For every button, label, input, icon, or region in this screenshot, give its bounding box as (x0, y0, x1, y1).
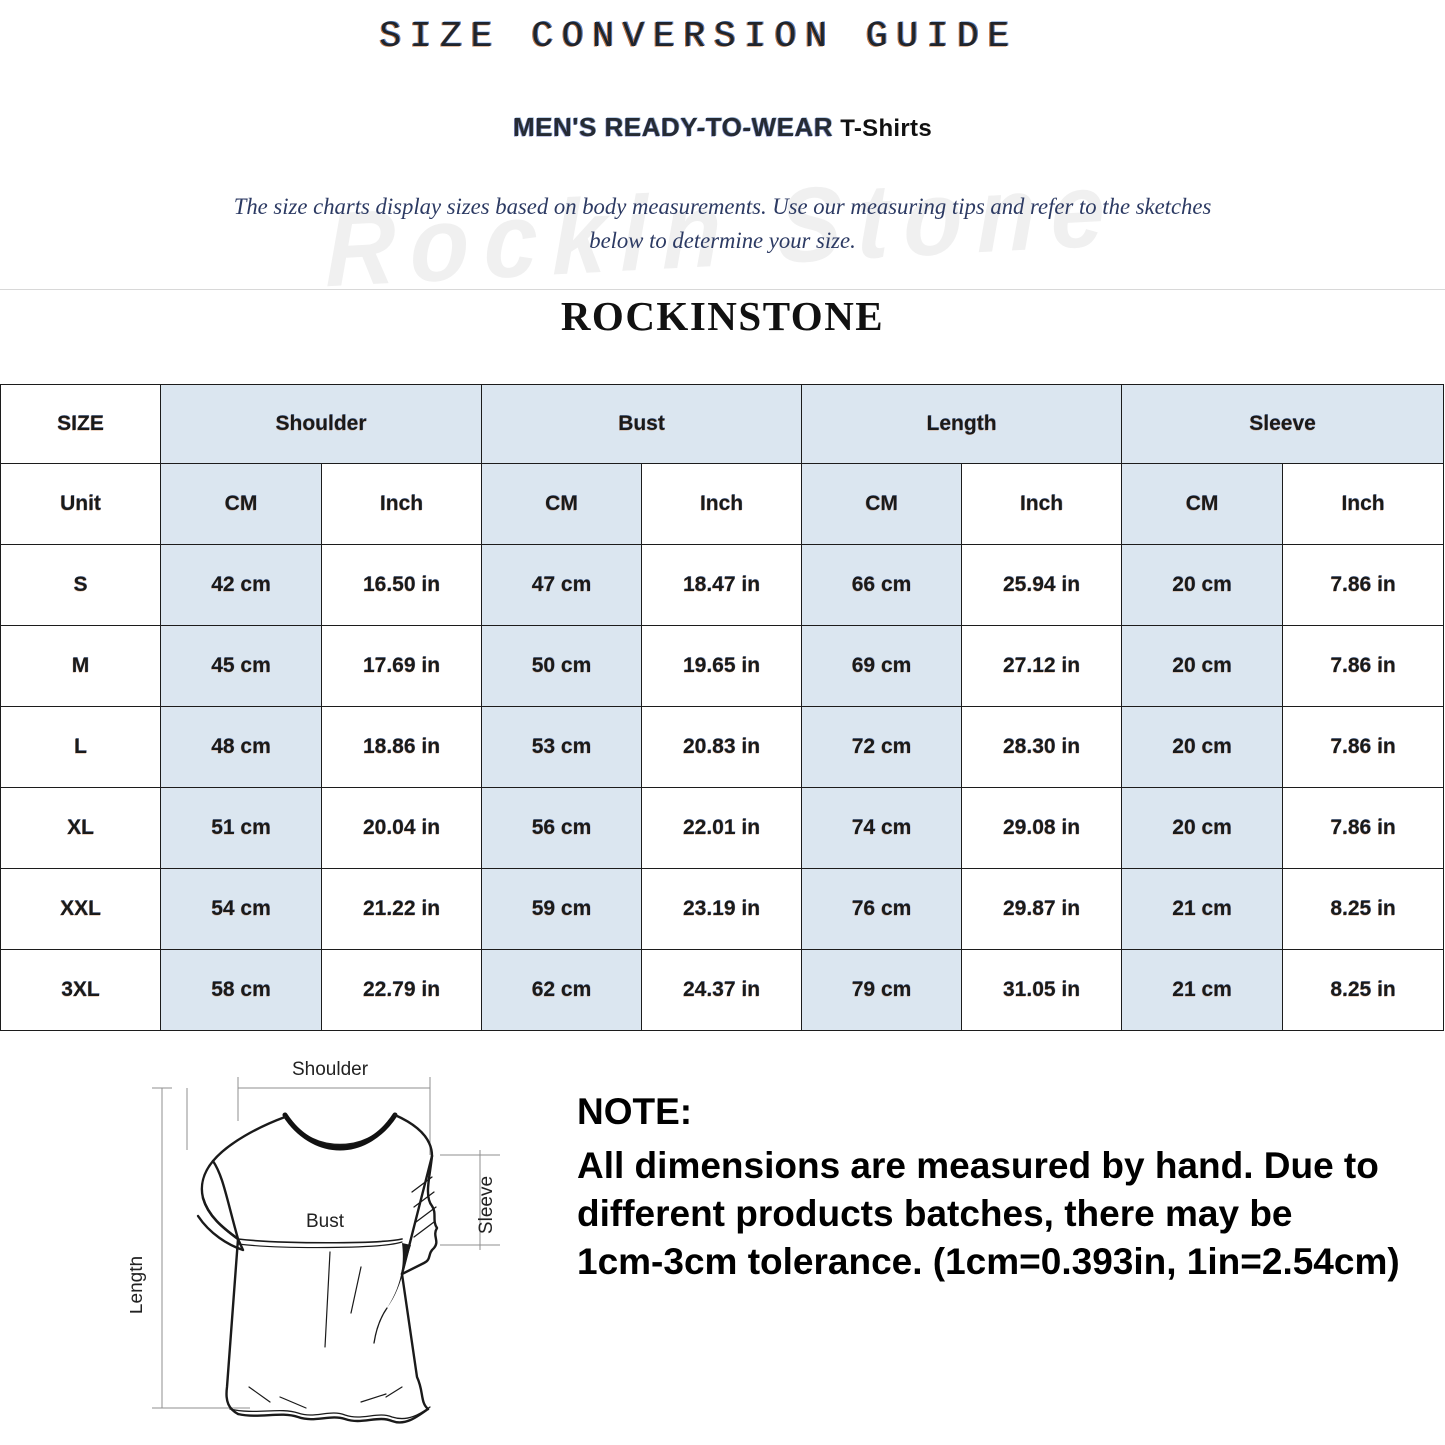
svg-text:Length: Length (130, 1256, 147, 1314)
svg-text:Sleeve: Sleeve (476, 1176, 497, 1234)
svg-text:Shoulder: Shoulder (292, 1059, 369, 1080)
svg-text:Bust: Bust (306, 1211, 345, 1232)
